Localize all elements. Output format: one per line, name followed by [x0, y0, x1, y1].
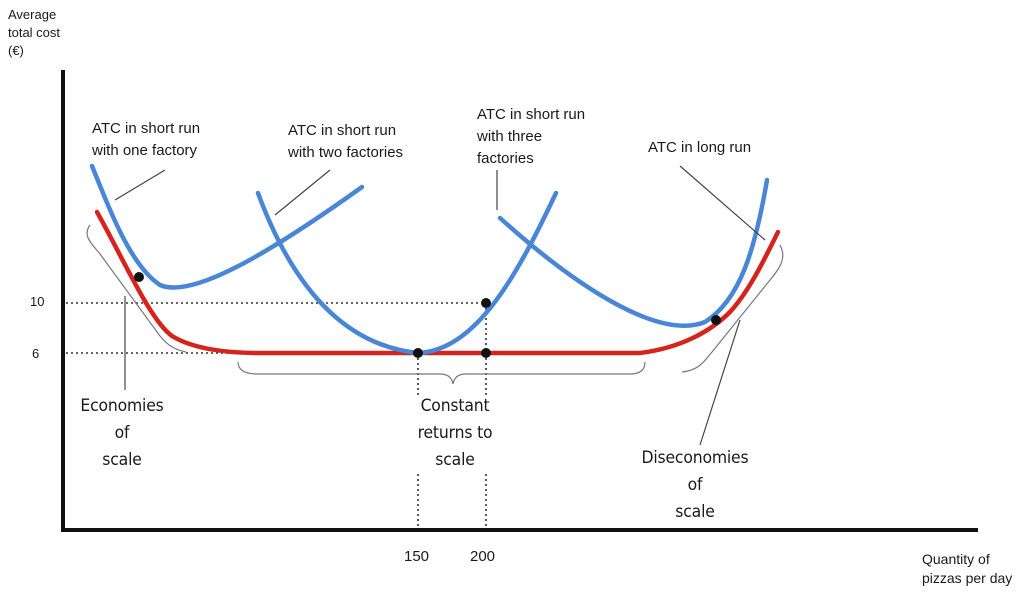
label-diseconomies-of-scale: Diseconomies of scale — [626, 445, 764, 526]
point-sr-one-tangent — [134, 272, 144, 282]
label-sr-two-factories: ATC in short run with two factories — [288, 120, 403, 164]
label-sr-two-line-2: with two factories — [288, 144, 404, 161]
y-axis-title-line-2: total cost — [8, 25, 61, 40]
pointer-sr-one — [114, 169, 166, 201]
atc-short-run-one-factory-curve — [89, 163, 365, 290]
x-axis-title-line-1: Quantity of — [922, 551, 990, 567]
pointer-long-run — [679, 165, 766, 241]
label-constant-returns: Constant returns to scale — [400, 393, 510, 474]
brace-economies — [86, 224, 187, 353]
pointer-diseconomies — [699, 319, 741, 446]
label-sr-one-factory: ATC in short run with one factory — [92, 118, 200, 162]
label-diseconomies-line-2: of — [687, 475, 703, 495]
point-200-10 — [481, 298, 491, 308]
label-economies-line-2: of — [114, 423, 130, 443]
x-tick-200: 200 — [470, 548, 496, 565]
x-tick-150: 150 — [404, 548, 430, 565]
label-diseconomies-line-1: Diseconomies — [641, 448, 749, 468]
label-long-run-line-1: ATC in long run — [648, 139, 752, 156]
atc-short-run-two-factories-curve — [255, 190, 559, 356]
atc-short-run-three-factories-curve — [497, 177, 770, 328]
label-sr-three-line-2: with three — [477, 128, 543, 145]
label-constant-line-1: Constant — [420, 396, 490, 416]
atc-long-run-curve — [94, 209, 781, 356]
brace-constant — [237, 361, 646, 385]
y-axis-title: Average total cost (€) — [8, 6, 60, 60]
point-200-6 — [481, 348, 491, 358]
label-long-run: ATC in long run — [648, 137, 751, 159]
y-tick-6: 6 — [32, 346, 40, 361]
label-economies-of-scale: Economies of scale — [67, 393, 177, 474]
x-axis-title: Quantity of pizzas per day — [922, 550, 1012, 588]
label-sr-one-line-1: ATC in short run — [92, 120, 201, 137]
point-sr-three-tangent — [711, 315, 721, 325]
label-sr-three-factories: ATC in short run with three factories — [477, 104, 585, 170]
label-constant-line-2: returns to — [417, 423, 493, 443]
label-diseconomies-line-3: scale — [675, 502, 715, 522]
label-constant-line-3: scale — [435, 450, 475, 470]
label-economies-line-1: Economies — [80, 396, 164, 416]
point-150-6 — [413, 348, 423, 358]
label-sr-three-line-1: ATC in short run — [477, 106, 586, 123]
y-tick-10: 10 — [30, 294, 45, 309]
label-economies-line-3: scale — [102, 450, 142, 470]
label-sr-two-line-1: ATC in short run — [288, 122, 397, 139]
label-sr-three-line-3: factories — [477, 150, 534, 167]
y-axis-title-line-3: (€) — [8, 43, 24, 58]
label-sr-one-line-2: with one factory — [92, 142, 198, 159]
x-axis-title-line-2: pizzas per day — [922, 570, 1013, 586]
pointer-sr-two — [274, 169, 331, 216]
brace-diseconomies — [681, 244, 784, 373]
y-axis-title-line-1: Average — [8, 7, 57, 22]
